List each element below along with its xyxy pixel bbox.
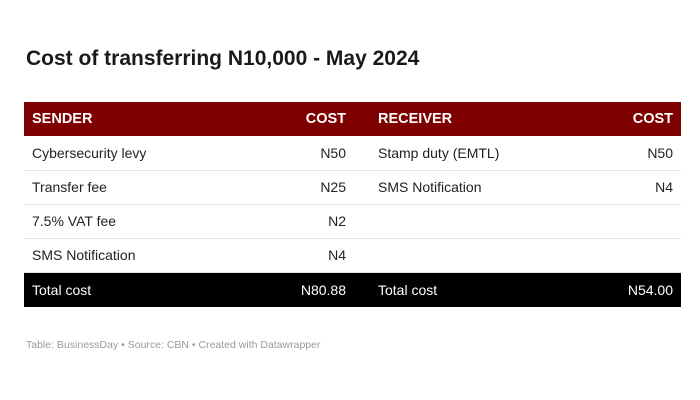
sender-item: Cybersecurity levy (24, 136, 254, 171)
sender-total-value: N80.88 (254, 272, 354, 307)
header-receiver-cost: COST (581, 102, 681, 137)
sender-total-label: Total cost (24, 272, 254, 307)
table-row: Transfer fee N25 SMS Notification N4 (24, 170, 681, 205)
table-row: SMS Notification N4 (24, 238, 681, 273)
receiver-item: Stamp duty (EMTL) (354, 136, 581, 171)
receiver-total-label: Total cost (354, 272, 581, 307)
header-sender: SENDER (24, 102, 254, 137)
sender-cost: N4 (254, 238, 354, 273)
sender-item: 7.5% VAT fee (24, 204, 254, 239)
receiver-item (354, 238, 581, 273)
sender-cost: N25 (254, 170, 354, 205)
table-row: Cybersecurity levy N50 Stamp duty (EMTL)… (24, 136, 681, 171)
table-header-row: SENDER COST RECEIVER COST (24, 102, 681, 137)
sender-item: Transfer fee (24, 170, 254, 205)
header-sender-cost: COST (254, 102, 354, 137)
receiver-item (354, 204, 581, 239)
cost-table: SENDER COST RECEIVER COST Cybersecurity … (24, 102, 681, 307)
table-row: 7.5% VAT fee N2 (24, 204, 681, 239)
sender-cost: N50 (254, 136, 354, 171)
receiver-item: SMS Notification (354, 170, 581, 205)
receiver-cost (581, 238, 681, 273)
total-row: Total cost N80.88 Total cost N54.00 (24, 272, 681, 307)
sender-cost: N2 (254, 204, 354, 239)
source-footer: Table: BusinessDay • Source: CBN • Creat… (26, 339, 321, 351)
sender-item: SMS Notification (24, 238, 254, 273)
receiver-cost: N4 (581, 170, 681, 205)
receiver-cost: N50 (581, 136, 681, 171)
receiver-cost (581, 204, 681, 239)
table-title: Cost of transferring N10,000 - May 2024 (26, 47, 420, 70)
header-receiver: RECEIVER (354, 102, 581, 137)
receiver-total-value: N54.00 (581, 272, 681, 307)
